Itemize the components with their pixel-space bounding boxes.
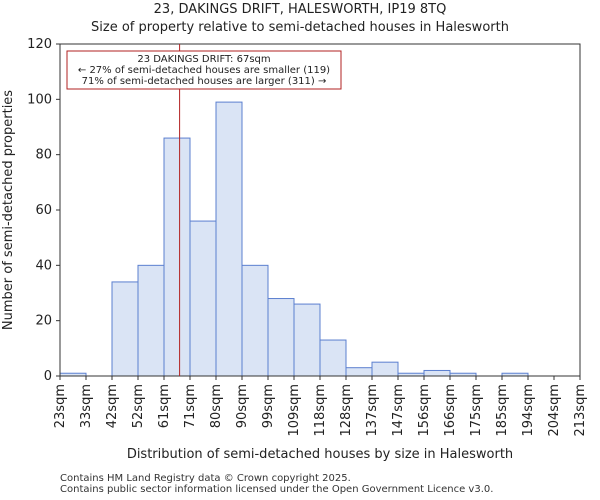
- y-tick-label: 20: [35, 314, 52, 329]
- bar: [267, 298, 295, 377]
- x-tick-label: 99sqm: [261, 384, 276, 428]
- footer-licence: Contains public sector information licen…: [60, 484, 494, 495]
- bar: [293, 303, 321, 377]
- annotation-text: 71% of semi-detached houses are larger (…: [82, 76, 327, 87]
- x-tick-label: 204sqm: [547, 384, 562, 437]
- bar: [423, 369, 451, 377]
- bar: [241, 264, 269, 377]
- y-axis-label: Number of semi-detached properties: [1, 90, 16, 330]
- x-tick-label: 42sqm: [105, 384, 120, 428]
- bar: [345, 367, 373, 377]
- footer-copyright: Contains HM Land Registry data © Crown c…: [60, 473, 351, 484]
- x-tick-label: 90sqm: [235, 384, 250, 428]
- y-tick-label: 120: [27, 37, 52, 52]
- bar: [189, 220, 217, 377]
- y-tick-label: 0: [44, 369, 52, 384]
- x-tick-label: 109sqm: [287, 384, 302, 437]
- y-tick-label: 60: [35, 203, 52, 218]
- x-tick-label: 33sqm: [79, 384, 94, 428]
- bar: [319, 339, 347, 377]
- x-tick-label: 137sqm: [365, 384, 380, 437]
- chart-title: 23, DAKINGS DRIFT, HALESWORTH, IP19 8TQ: [153, 2, 447, 17]
- x-tick-label: 80sqm: [209, 384, 224, 428]
- x-tick-label: 213sqm: [573, 384, 588, 437]
- x-tick-label: 118sqm: [313, 384, 328, 437]
- x-tick-label: 166sqm: [443, 384, 458, 437]
- annotation-box: [66, 50, 342, 90]
- bar: [137, 264, 165, 377]
- bar: [163, 137, 191, 377]
- x-tick-label: 194sqm: [521, 384, 536, 437]
- x-tick-label: 128sqm: [339, 384, 354, 437]
- x-tick-label: 175sqm: [469, 384, 484, 437]
- x-tick-label: 61sqm: [157, 384, 172, 428]
- y-tick-label: 80: [35, 148, 52, 163]
- annotation-text: 23 DAKINGS DRIFT: 67sqm: [137, 54, 270, 65]
- bar: [371, 361, 399, 377]
- x-tick-label: 156sqm: [417, 384, 432, 437]
- x-tick-label: 71sqm: [183, 384, 198, 428]
- x-tick-label: 147sqm: [391, 384, 406, 437]
- bar: [111, 281, 139, 377]
- x-tick-label: 23sqm: [53, 384, 68, 428]
- x-tick-label: 52sqm: [131, 384, 146, 428]
- chart-subtitle: Size of property relative to semi-detach…: [91, 20, 509, 35]
- y-tick-label: 40: [35, 258, 52, 273]
- annotation-text: ← 27% of semi-detached houses are smalle…: [78, 65, 330, 76]
- bar: [215, 101, 243, 377]
- y-tick-label: 100: [27, 92, 52, 107]
- x-axis-label: Distribution of semi-detached houses by …: [127, 447, 513, 462]
- x-tick-label: 185sqm: [495, 384, 510, 437]
